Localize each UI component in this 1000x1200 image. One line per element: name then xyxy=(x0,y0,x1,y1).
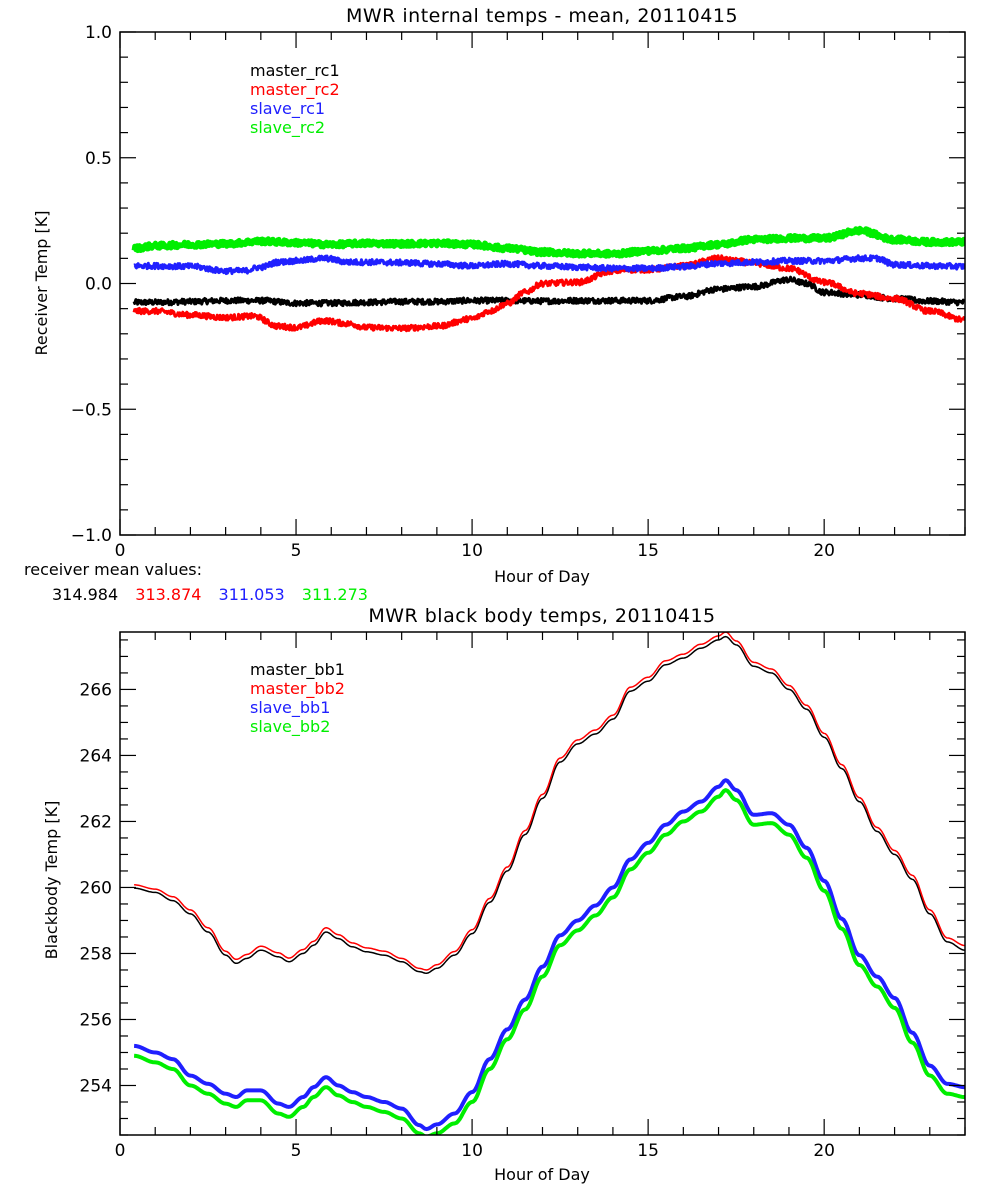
x-axis-title: Hour of Day xyxy=(494,567,590,586)
series-line-slave-bb2 xyxy=(133,788,965,1135)
y-tick-label: 266 xyxy=(80,680,112,700)
y-tick-label: −0.5 xyxy=(71,400,112,420)
series-layer xyxy=(131,225,965,333)
y-tick-labels: −1.0 −0.5 0.0 0.5 1.0 xyxy=(71,23,112,546)
x-tick-label: 0 xyxy=(115,541,126,561)
mean-values: 314.984 313.874 311.053 311.273 xyxy=(52,585,368,604)
series-line-master-rc1 xyxy=(132,275,965,308)
legend-item-master-bb2: master_bb2 xyxy=(250,679,345,699)
y-tick-label: 256 xyxy=(80,1010,112,1030)
receiver-temps-chart: MWR internal temps - mean, 20110415 −1.0… xyxy=(24,5,966,604)
series-line-slave-rc1 xyxy=(133,254,965,276)
y-tick-label: 1.0 xyxy=(85,23,112,43)
blackbody-temps-chart: MWR black body temps, 20110415 254 256 258… xyxy=(42,605,966,1184)
x-tick-label: 5 xyxy=(291,541,302,561)
x-tick-label: 10 xyxy=(461,1141,483,1161)
x-tick-label: 10 xyxy=(461,541,483,561)
x-tick-labels: 0 5 10 15 20 xyxy=(115,541,835,561)
plot-frame xyxy=(119,631,966,1136)
legend-item-slave-bb1: slave_bb1 xyxy=(250,698,330,718)
mean-values-label: receiver mean values: xyxy=(24,560,202,579)
y-tick-label: −1.0 xyxy=(71,526,112,546)
x-tick-labels: 0 5 10 15 20 xyxy=(115,1141,835,1161)
series-line-slave-bb1 xyxy=(133,778,965,1132)
legend-item-master-rc2: master_rc2 xyxy=(250,80,340,100)
y-tick-label: 262 xyxy=(80,812,112,832)
series-line-master-bb2 xyxy=(134,632,965,971)
mean-value-slave-rc2: 311.273 xyxy=(302,585,368,604)
x-axis-title: Hour of Day xyxy=(494,1165,590,1184)
legend-item-master-rc1: master_rc1 xyxy=(250,61,340,81)
y-tick-label: 0.5 xyxy=(85,149,112,169)
y-tick-label: 0.0 xyxy=(85,275,112,295)
mean-value-master-rc2: 313.874 xyxy=(135,585,201,604)
x-tick-label: 5 xyxy=(291,1141,302,1161)
series-layer xyxy=(133,632,965,1135)
legend-item-master-bb1: master_bb1 xyxy=(250,660,345,680)
legend-item-slave-bb2: slave_bb2 xyxy=(250,717,330,737)
y-tick-label: 260 xyxy=(80,878,112,898)
legend-item-slave-rc2: slave_rc2 xyxy=(250,118,325,138)
chart-title: MWR black body temps, 20110415 xyxy=(368,605,715,627)
x-tick-label: 20 xyxy=(813,541,835,561)
x-tick-label: 20 xyxy=(813,1141,835,1161)
y-tick-label: 264 xyxy=(80,746,112,766)
y-tick-label: 258 xyxy=(80,944,112,964)
y-tick-labels: 254 256 258 260 262 264 266 xyxy=(80,680,112,1096)
x-tick-label: 15 xyxy=(637,541,659,561)
axis-ticks xyxy=(119,31,966,536)
x-tick-label: 15 xyxy=(637,1141,659,1161)
series-line-master-bb1 xyxy=(134,635,965,975)
legend-item-slave-rc1: slave_rc1 xyxy=(250,99,325,119)
y-axis-title: Blackbody Temp [K] xyxy=(42,801,61,960)
series-line-slave-rc2 xyxy=(131,225,965,259)
mean-value-slave-rc1: 311.053 xyxy=(219,585,285,604)
y-tick-label: 254 xyxy=(80,1076,112,1096)
chart-title: MWR internal temps - mean, 20110415 xyxy=(346,5,738,27)
axis-ticks xyxy=(119,632,966,1136)
series-line-master-rc2 xyxy=(132,254,965,333)
y-axis-title: Receiver Temp [K] xyxy=(32,210,51,355)
x-tick-label: 0 xyxy=(115,1141,126,1161)
mean-value-master-rc1: 314.984 xyxy=(52,585,118,604)
